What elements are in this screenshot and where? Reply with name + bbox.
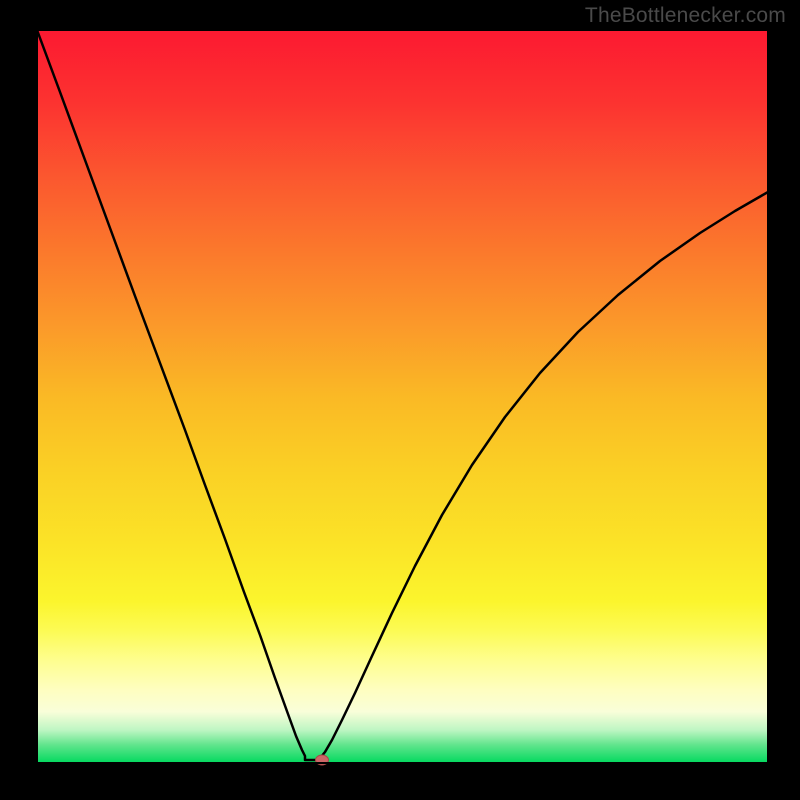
- plot-area: [37, 30, 768, 763]
- watermark-text: TheBottlenecker.com: [585, 4, 786, 28]
- chart-container: TheBottlenecker.com: [0, 0, 800, 800]
- bottleneck-chart: [0, 0, 800, 800]
